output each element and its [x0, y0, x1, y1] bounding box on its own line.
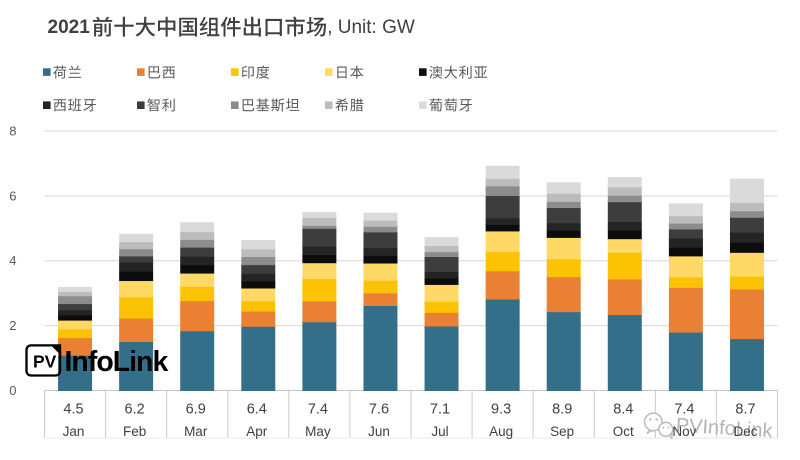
svg-text:6: 6 — [9, 188, 16, 203]
svg-text:Jun: Jun — [368, 424, 390, 439]
svg-text:6.9: 6.9 — [186, 402, 206, 418]
svg-text:7.4: 7.4 — [308, 402, 328, 418]
svg-text:May: May — [305, 424, 331, 439]
svg-text:Jan: Jan — [63, 424, 85, 439]
svg-text:, Unit: GW: , Unit: GW — [327, 17, 415, 38]
svg-text:Apr: Apr — [246, 424, 268, 439]
svg-text:7.6: 7.6 — [369, 402, 389, 418]
svg-text:7.1: 7.1 — [430, 402, 450, 418]
svg-text:0: 0 — [9, 383, 16, 398]
svg-text:2021: 2021 — [48, 17, 91, 38]
svg-text:Nov: Nov — [672, 424, 696, 439]
svg-text:7.4: 7.4 — [674, 402, 694, 418]
svg-text:8.9: 8.9 — [552, 402, 572, 418]
svg-text:Mar: Mar — [184, 424, 208, 439]
svg-text:4: 4 — [9, 253, 16, 268]
svg-text:6.4: 6.4 — [247, 402, 267, 418]
svg-text:2: 2 — [9, 318, 16, 333]
svg-text:8.7: 8.7 — [735, 402, 755, 418]
svg-text:Jul: Jul — [431, 424, 448, 439]
svg-text:Aug: Aug — [489, 424, 513, 439]
svg-text:Dec: Dec — [733, 424, 757, 439]
svg-text:Feb: Feb — [123, 424, 146, 439]
svg-text:6.2: 6.2 — [125, 402, 145, 418]
svg-text:PV: PV — [33, 352, 57, 372]
svg-text:Oct: Oct — [613, 424, 634, 439]
svg-text:Sep: Sep — [550, 424, 574, 439]
svg-text:8.4: 8.4 — [613, 402, 633, 418]
svg-text:4.5: 4.5 — [63, 402, 83, 418]
svg-text:8: 8 — [9, 124, 16, 139]
svg-text:9.3: 9.3 — [491, 402, 511, 418]
svg-text:InfoLink: InfoLink — [65, 346, 169, 378]
